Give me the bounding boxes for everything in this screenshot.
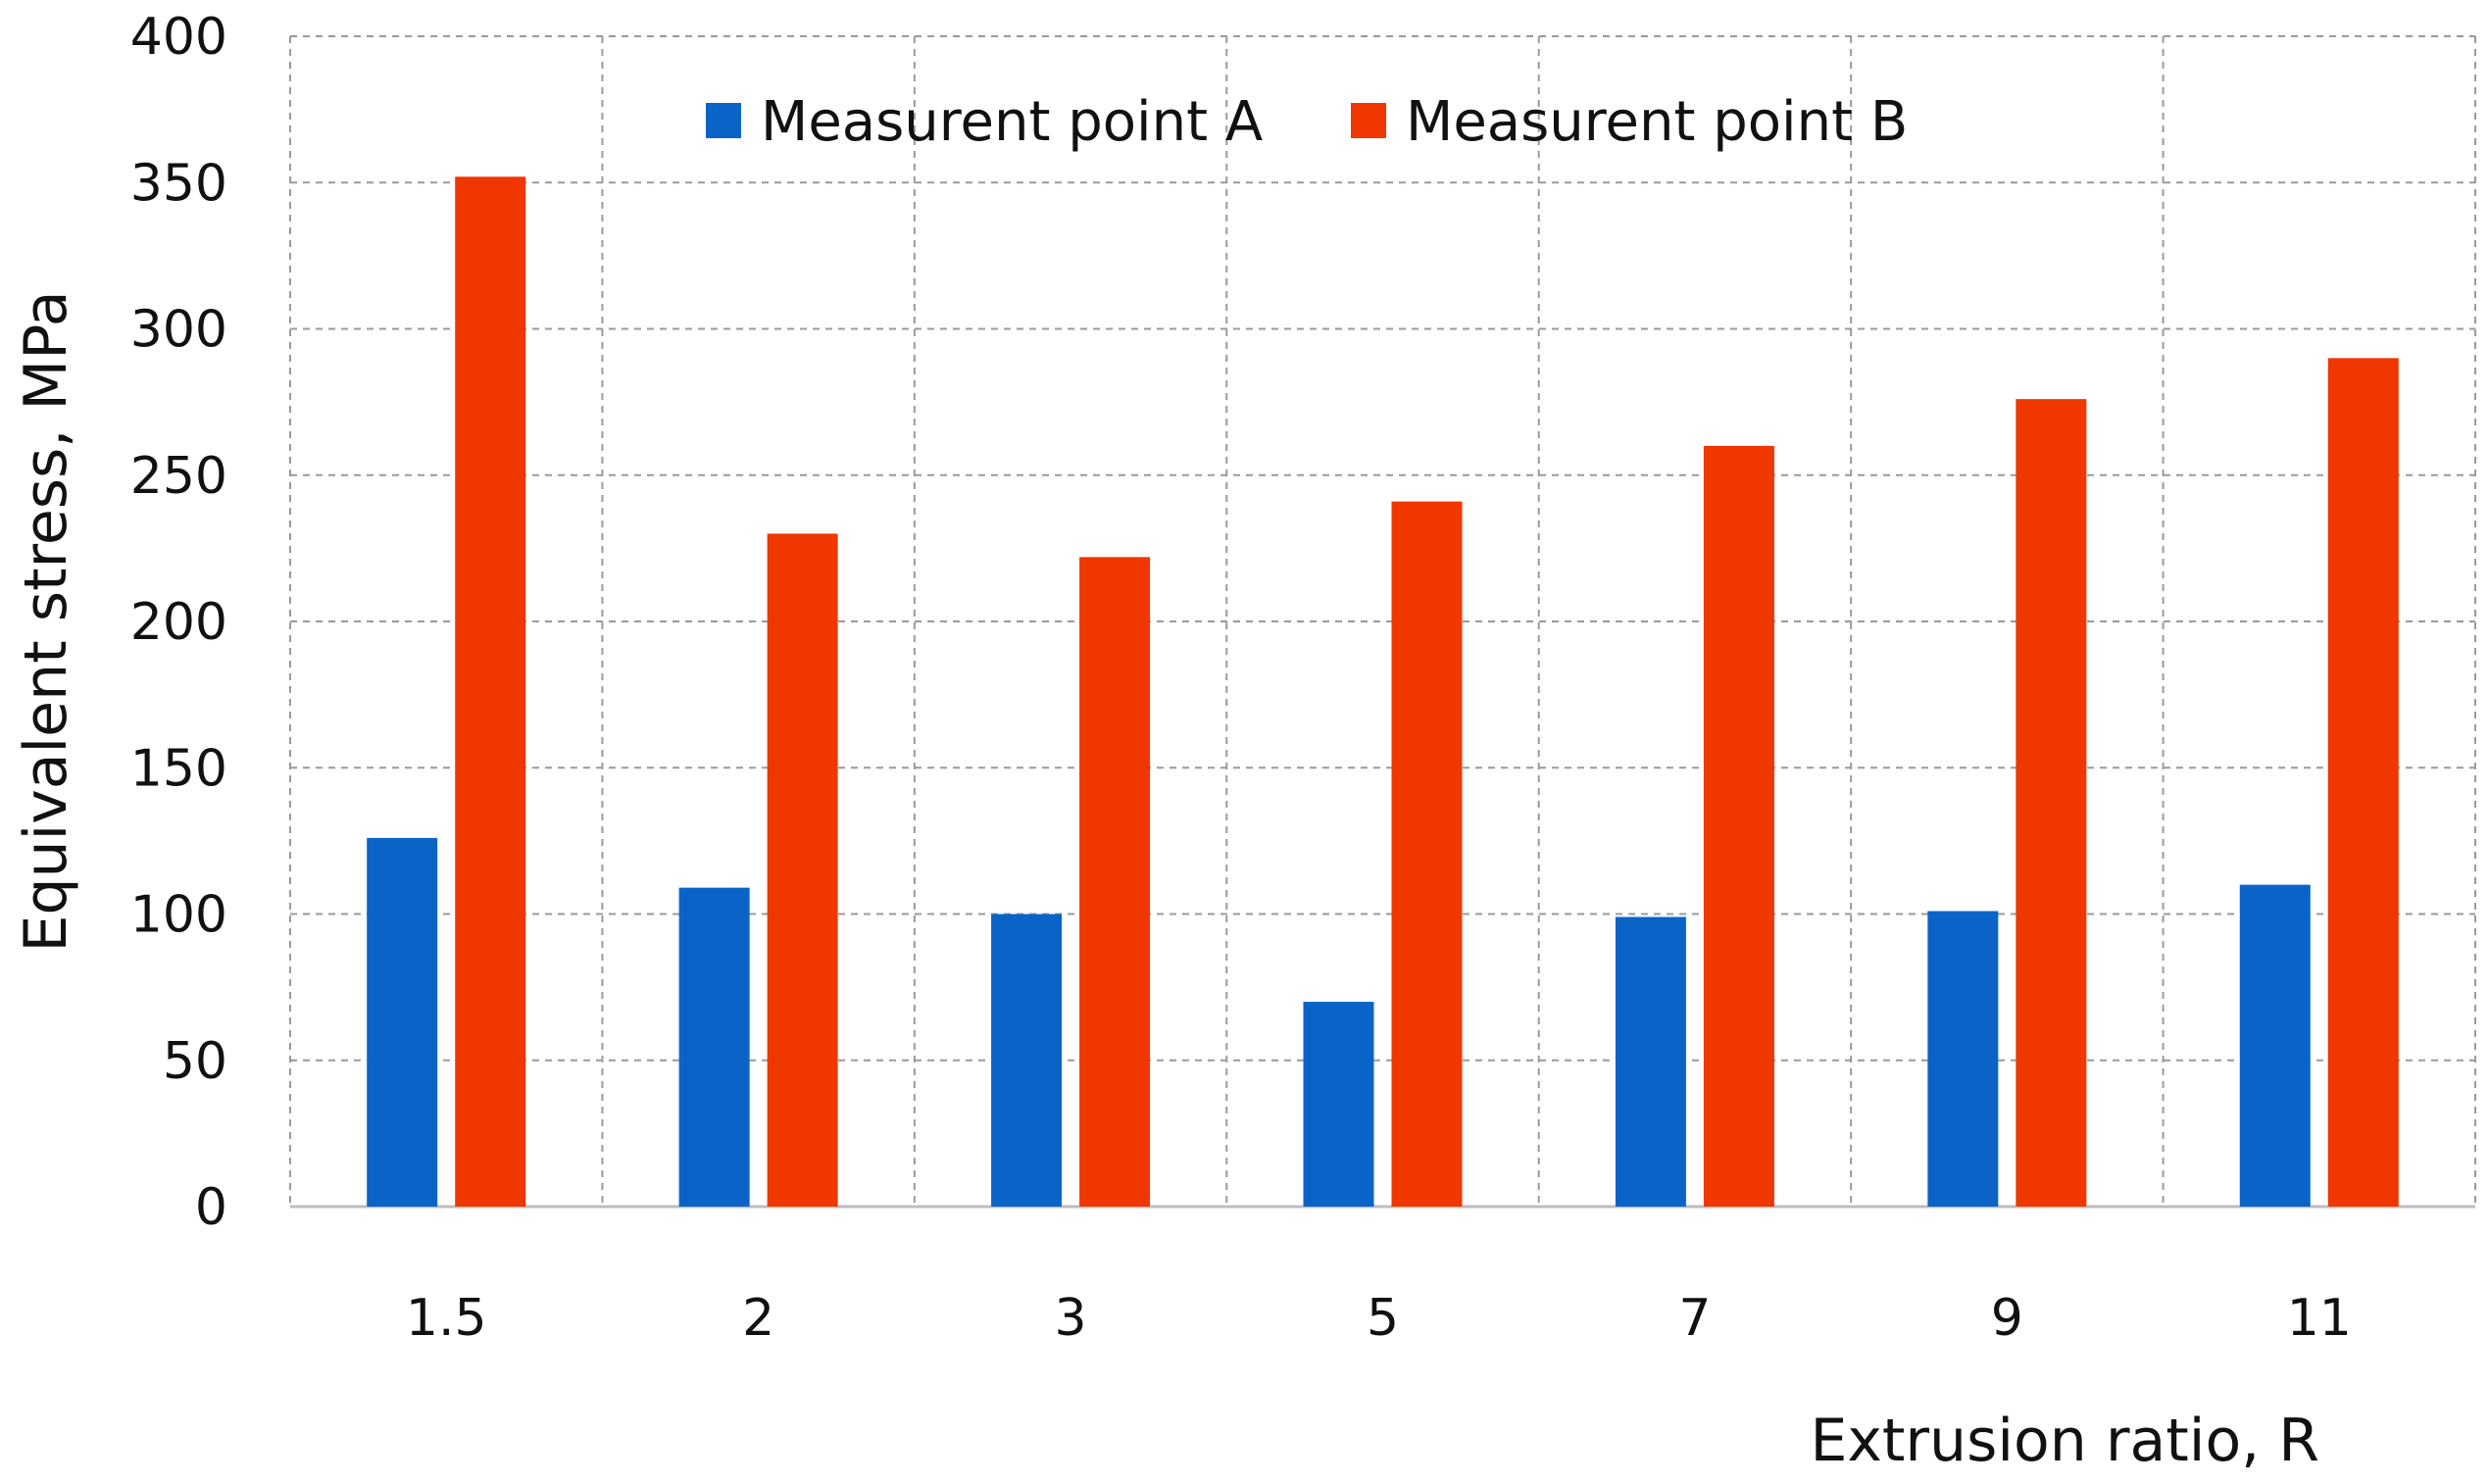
legend-swatch-series-a [706,103,741,138]
y-tick-label: 0 [195,1178,227,1237]
bar-series-b-3 [1079,557,1151,1207]
bar-series-b-5 [1391,501,1463,1207]
bar-series-a-1.5 [367,837,438,1207]
x-tick-label: 5 [1367,1289,1399,1348]
x-axis-title: Extrusion ratio, R [1810,1407,2319,1475]
bar-series-b-2 [767,533,838,1207]
x-tick-label: 2 [742,1289,774,1348]
gridlines [289,35,2476,1207]
x-tick-label: 11 [2287,1289,2352,1348]
bar-series-a-11 [2239,884,2311,1207]
bar-series-b-1.5 [455,176,526,1207]
x-tick-label: 7 [1678,1289,1711,1348]
y-tick-label: 100 [130,886,227,945]
bar-series-b-9 [2016,399,2087,1207]
bars [367,176,2399,1208]
x-tick-label: 9 [1991,1289,2023,1348]
y-tick-label: 400 [130,8,227,67]
y-tick-label: 150 [130,739,227,798]
bar-series-b-7 [1703,445,1774,1207]
y-tick-labels: 0 50 100 150 200 250 300 350 400 [130,8,227,1237]
bar-series-a-2 [678,887,750,1207]
bar-series-a-9 [1927,911,1999,1207]
y-tick-label: 250 [130,447,227,506]
bar-series-a-7 [1615,916,1686,1207]
y-tick-label: 300 [130,301,227,360]
bar-series-b-11 [2327,358,2399,1208]
y-tick-label: 50 [163,1032,227,1091]
y-tick-label: 200 [130,593,227,652]
y-axis-title: Equivalent stress, MPa [12,291,80,953]
legend-swatch-series-b [1351,103,1386,138]
legend-label-series-b: Measurent point B [1406,90,1908,154]
y-tick-label: 350 [130,154,227,213]
legend-label-series-a: Measurent point A [761,90,1263,154]
legend: Measurent point A Measurent point B [706,90,1908,154]
bar-series-a-3 [991,914,1063,1207]
x-tick-label: 3 [1055,1289,1087,1348]
x-tick-labels: 1.5 2 3 5 7 9 11 [406,1289,2352,1348]
bar-series-a-5 [1303,1002,1374,1207]
x-tick-label: 1.5 [406,1289,487,1348]
